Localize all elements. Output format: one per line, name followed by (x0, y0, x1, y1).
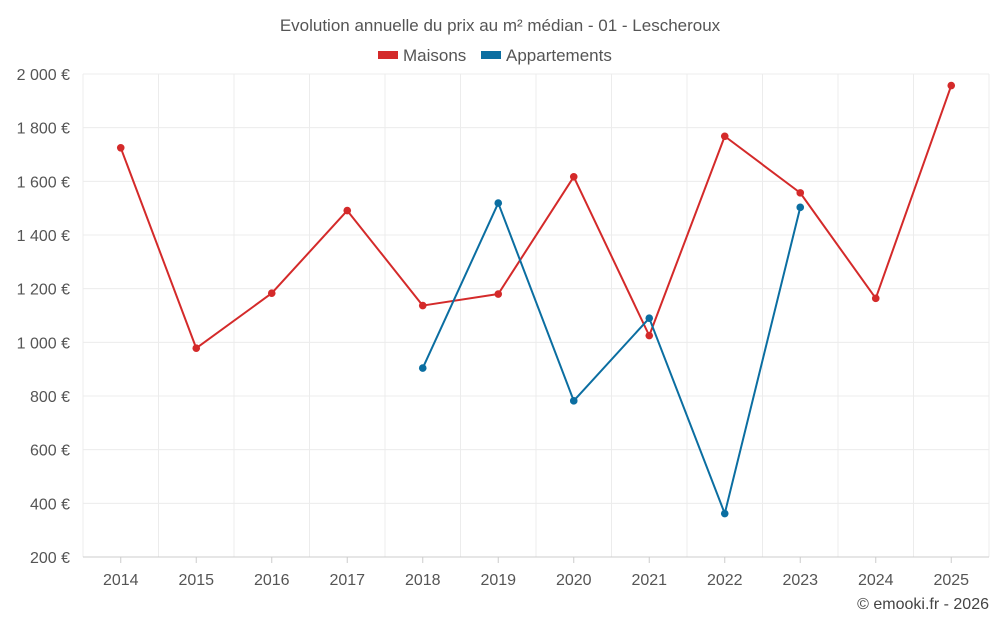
x-tick-label: 2023 (782, 572, 818, 589)
y-tick-label: 1 200 € (17, 282, 70, 299)
data-point-maisons[interactable] (569, 172, 578, 181)
data-point-maisons[interactable] (116, 143, 125, 152)
y-tick-label: 800 € (30, 389, 70, 406)
data-point-maisons[interactable] (947, 81, 956, 90)
y-tick-label: 2 000 € (17, 67, 70, 84)
x-tick-label: 2020 (556, 572, 592, 589)
x-tick-label: 2025 (933, 572, 969, 589)
data-point-appartements[interactable] (796, 203, 805, 212)
data-point-maisons[interactable] (343, 206, 352, 215)
y-tick-label: 1 400 € (17, 228, 70, 245)
data-point-maisons[interactable] (494, 290, 503, 298)
data-point-maisons[interactable] (192, 344, 201, 353)
data-point-maisons[interactable] (796, 189, 805, 197)
legend-label-appartements[interactable]: Appartements (506, 46, 612, 65)
legend: Maisons Appartements (378, 46, 612, 65)
y-tick-label: 600 € (30, 443, 70, 460)
y-axis: 200 € 400 € 600 € 800 € 1 000 € 1 200 € 1 400 … (17, 67, 70, 567)
legend-swatch-maisons (378, 51, 398, 59)
data-point-maisons[interactable] (720, 132, 729, 141)
x-tick-label: 2017 (329, 572, 365, 589)
legend-swatch-appartements (481, 51, 501, 59)
data-point-appartements[interactable] (645, 314, 654, 322)
series-layer (116, 81, 956, 518)
data-point-appartements[interactable] (569, 397, 578, 405)
x-tick-label: 2018 (405, 572, 441, 589)
x-tick-label: 2014 (103, 572, 139, 589)
data-point-appartements[interactable] (494, 199, 503, 207)
data-point-maisons[interactable] (418, 301, 427, 310)
chart-title: Evolution annuelle du prix au m² médian … (280, 16, 721, 35)
data-point-maisons[interactable] (871, 294, 880, 303)
x-axis: 2014 2015 2016 2017 2018 2019 2020 2021 2022 2023… (83, 556, 989, 589)
x-tick-label: 2024 (858, 572, 894, 589)
x-tick-label: 2019 (480, 572, 516, 589)
grid (82, 73, 990, 558)
y-tick-label: 1 000 € (17, 335, 70, 352)
series-line-appartements (421, 202, 802, 515)
legend-label-maisons[interactable]: Maisons (403, 46, 466, 65)
x-tick-label: 2022 (707, 572, 743, 589)
data-point-maisons[interactable] (267, 289, 276, 298)
series-line-maisons (119, 85, 953, 350)
footer-credit: © emooki.fr - 2026 (857, 596, 989, 613)
y-tick-label: 1 600 € (17, 174, 70, 191)
data-point-appartements[interactable] (418, 364, 427, 372)
y-tick-label: 400 € (30, 496, 70, 513)
y-tick-label: 200 € (30, 550, 70, 567)
x-tick-label: 2021 (631, 572, 667, 589)
data-point-appartements[interactable] (720, 509, 729, 518)
x-tick-label: 2016 (254, 572, 290, 589)
data-point-maisons[interactable] (645, 331, 654, 340)
x-tick-label: 2015 (178, 572, 214, 589)
y-tick-label: 1 800 € (17, 121, 70, 138)
